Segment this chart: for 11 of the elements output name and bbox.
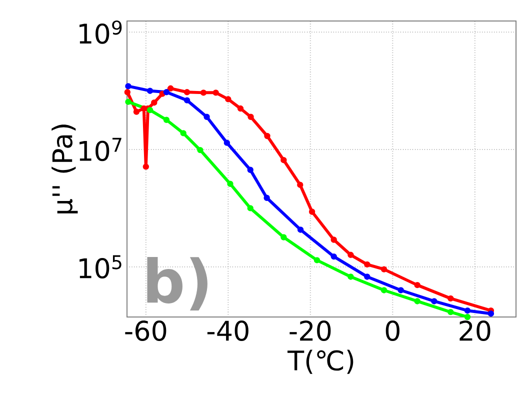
x-tick-label: 20 (460, 320, 490, 341)
x-tick-label: -40 (207, 320, 248, 341)
y-tick-label: 10$^{9}$ (80, 20, 122, 44)
annotation: b) (147, 257, 208, 310)
x-tick-label: -60 (125, 320, 166, 341)
y-tick-label: 10$^{5}$ (80, 255, 122, 278)
y-tick-label: 10$^{7}$ (80, 138, 122, 162)
x-tick-label: 0 (386, 320, 400, 341)
x-tick-label: -20 (290, 320, 331, 341)
x-axis-title: T(℃) (287, 350, 354, 374)
y-axis-title: μ'' (Pa) (52, 124, 78, 214)
